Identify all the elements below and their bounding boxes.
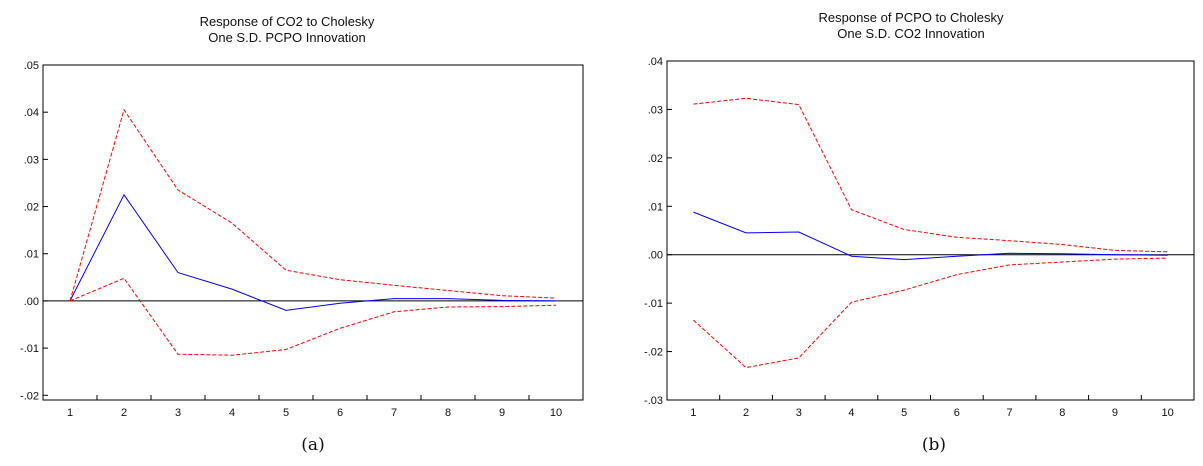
- y-tick-label: .01: [648, 201, 663, 213]
- x-tick-label: 3: [175, 407, 181, 419]
- x-tick-label: 5: [901, 407, 907, 419]
- y-tick-label: -.03: [644, 395, 663, 407]
- x-tick-label: 6: [337, 407, 343, 419]
- y-tick-label: -.02: [644, 347, 663, 359]
- y-tick-label: -.02: [20, 390, 39, 402]
- chart-subtitle: One S.D. CO2 Innovation: [837, 26, 984, 41]
- y-tick-label: .03: [24, 154, 39, 166]
- upper-confidence-band: [693, 97, 1168, 253]
- x-tick-label: 4: [229, 407, 235, 419]
- x-tick-label: 6: [954, 407, 960, 419]
- y-tick-label: .02: [24, 202, 39, 214]
- x-tick-label: 1: [67, 407, 73, 419]
- x-tick-label: 8: [1059, 407, 1065, 419]
- x-tick-label: 5: [283, 407, 289, 419]
- upper-confidence-band: [69, 108, 557, 302]
- y-tick-label: .00: [648, 250, 663, 262]
- lower-confidence-band: [69, 277, 557, 356]
- x-tick-label: 2: [121, 407, 127, 419]
- y-tick-label: .04: [24, 107, 39, 119]
- x-tick-label: 3: [796, 407, 802, 419]
- impulse-response-line: [69, 193, 557, 311]
- x-tick-label: 2: [743, 407, 749, 419]
- y-tick-label: .01: [24, 249, 39, 261]
- lower-confidence-band: [693, 257, 1168, 369]
- x-tick-label: 9: [1112, 407, 1118, 419]
- y-tick-label: .05: [24, 60, 39, 72]
- x-tick-label: 9: [499, 407, 505, 419]
- chart-panel-a: Response of CO2 to Cholesky One S.D. PCP…: [20, 14, 584, 455]
- panel-caption: (b): [922, 435, 946, 455]
- chart-title: Response of PCPO to Cholesky: [819, 10, 1004, 25]
- x-tick-label: 8: [445, 407, 451, 419]
- y-tick-label: .03: [648, 104, 663, 116]
- y-tick-label: .04: [648, 56, 663, 68]
- y-tick-label: .02: [648, 153, 663, 165]
- x-tick-label: 10: [1162, 407, 1174, 419]
- y-tick-label: .00: [24, 296, 39, 308]
- x-tick-label: 10: [550, 407, 562, 419]
- x-tick-label: 1: [690, 407, 696, 419]
- chart-panel-b: Response of PCPO to Cholesky One S.D. CO…: [644, 10, 1195, 455]
- y-tick-label: -.01: [644, 298, 663, 310]
- panel-caption: (a): [301, 435, 324, 455]
- x-tick-label: 7: [1006, 407, 1012, 419]
- y-tick-label: -.01: [20, 343, 39, 355]
- x-tick-label: 7: [391, 407, 397, 419]
- chart-title: Response of CO2 to Cholesky: [200, 14, 375, 29]
- chart-subtitle: One S.D. PCPO Innovation: [208, 30, 366, 45]
- plot-frame: [42, 64, 584, 401]
- plot-frame: [666, 60, 1195, 401]
- impulse-response-line: [693, 211, 1168, 261]
- x-tick-label: 4: [848, 407, 854, 419]
